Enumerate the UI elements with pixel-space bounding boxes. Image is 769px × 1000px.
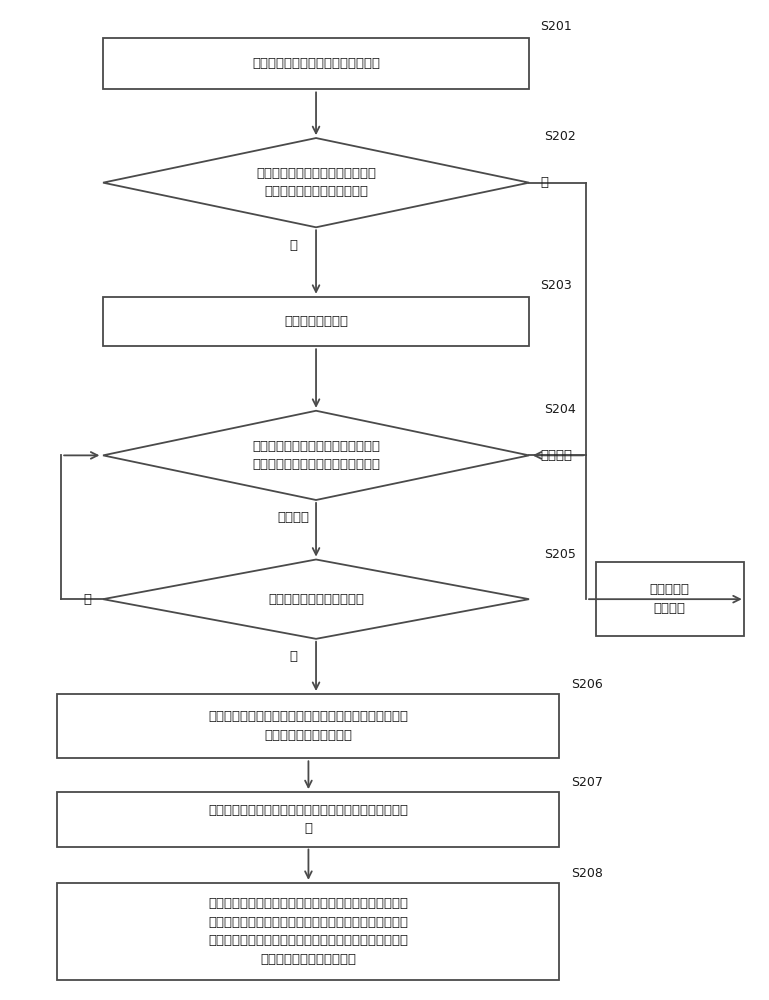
Text: 是: 是 <box>289 650 298 663</box>
Text: 访问成功: 访问成功 <box>541 449 572 462</box>
Text: 终端判断是否到达预设时长: 终端判断是否到达预设时长 <box>268 593 364 606</box>
Text: 终端获取存储的已连接网络的历史记录，并获取该终端当
前可切换的无线网络集合: 终端获取存储的已连接网络的历史记录，并获取该终端当 前可切换的无线网络集合 <box>208 710 408 742</box>
Text: 当查找到的无线网络为一个时，终端将当前连接的无线网
络切换至查找到的无线网络；当查找到的无线网络为多个
时，终端将当前连接的无线网络切换至查找到的无线网络
中信: 当查找到的无线网络为一个时，终端将当前连接的无线网 络切换至查找到的无线网络；当… <box>208 897 408 966</box>
Text: S205: S205 <box>544 548 576 561</box>
Polygon shape <box>103 560 529 639</box>
FancyBboxPatch shape <box>58 694 560 758</box>
Text: S202: S202 <box>544 130 576 143</box>
Text: S208: S208 <box>571 867 603 880</box>
FancyBboxPatch shape <box>103 38 529 89</box>
Text: 是: 是 <box>289 239 298 252</box>
Text: S203: S203 <box>541 279 572 292</box>
Text: 终端根据所述标识判断当前连接的
无线网络是否是预设无线网络: 终端根据所述标识判断当前连接的 无线网络是否是预设无线网络 <box>256 167 376 198</box>
Text: 终端获取当前连接的无线网络的标识: 终端获取当前连接的无线网络的标识 <box>252 57 380 70</box>
FancyBboxPatch shape <box>58 883 560 980</box>
Text: S201: S201 <box>541 20 572 33</box>
Text: 否: 否 <box>541 176 548 189</box>
Text: 终端不执行
任何操作: 终端不执行 任何操作 <box>650 583 690 615</box>
Text: 终端从该无线网络集合中查找与该历史记录匹配的无线网
络: 终端从该无线网络集合中查找与该历史记录匹配的无线网 络 <box>208 804 408 835</box>
Text: 终端开启计时功能: 终端开启计时功能 <box>284 315 348 328</box>
Polygon shape <box>103 138 529 227</box>
Text: S207: S207 <box>571 776 603 789</box>
Text: S204: S204 <box>544 403 576 416</box>
Polygon shape <box>103 411 529 500</box>
FancyBboxPatch shape <box>58 792 560 847</box>
Text: 终端利用当前连接的无线网络对预设
接口进行数据访问，并获取访问结果: 终端利用当前连接的无线网络对预设 接口进行数据访问，并获取访问结果 <box>252 440 380 471</box>
Text: S206: S206 <box>571 678 603 691</box>
Text: 访问失败: 访问失败 <box>277 511 309 524</box>
Text: 否: 否 <box>84 593 92 606</box>
FancyBboxPatch shape <box>595 562 744 636</box>
FancyBboxPatch shape <box>103 297 529 346</box>
